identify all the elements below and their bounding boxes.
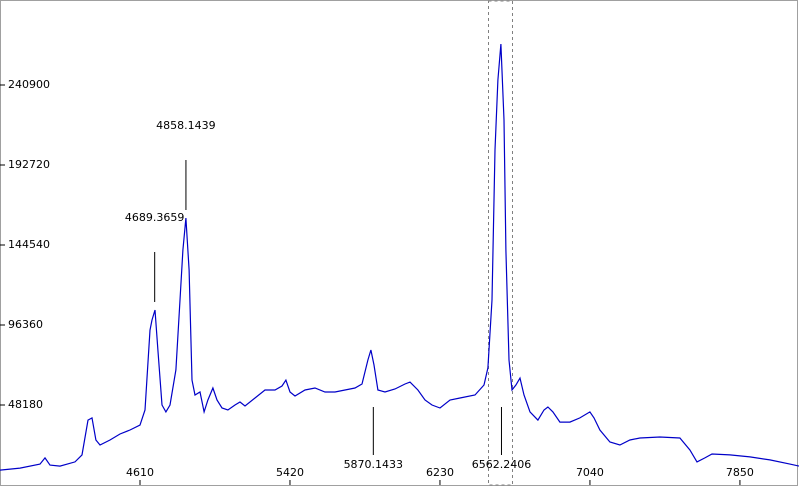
peak-label: 4858.1439: [156, 119, 216, 132]
y-tick-label: 240900: [8, 78, 50, 91]
x-tick-label: 6230: [426, 466, 454, 479]
peak-label: 6562.2406: [472, 458, 532, 471]
selection-box[interactable]: [488, 0, 513, 486]
x-tick-label: 5420: [276, 466, 304, 479]
peak-label: 5870.1433: [344, 458, 404, 471]
y-tick-label: 192720: [8, 158, 50, 171]
x-tick-label: 4610: [126, 466, 154, 479]
spectrum-line: [0, 43, 799, 471]
y-tick-label: 144540: [8, 238, 50, 251]
x-tick-label: 7850: [726, 466, 754, 479]
x-tick-label: 7040: [576, 466, 604, 479]
y-tick-label: 48180: [8, 398, 43, 411]
peak-label: 4689.3659: [125, 211, 185, 224]
y-tick-label: 96360: [8, 318, 43, 331]
